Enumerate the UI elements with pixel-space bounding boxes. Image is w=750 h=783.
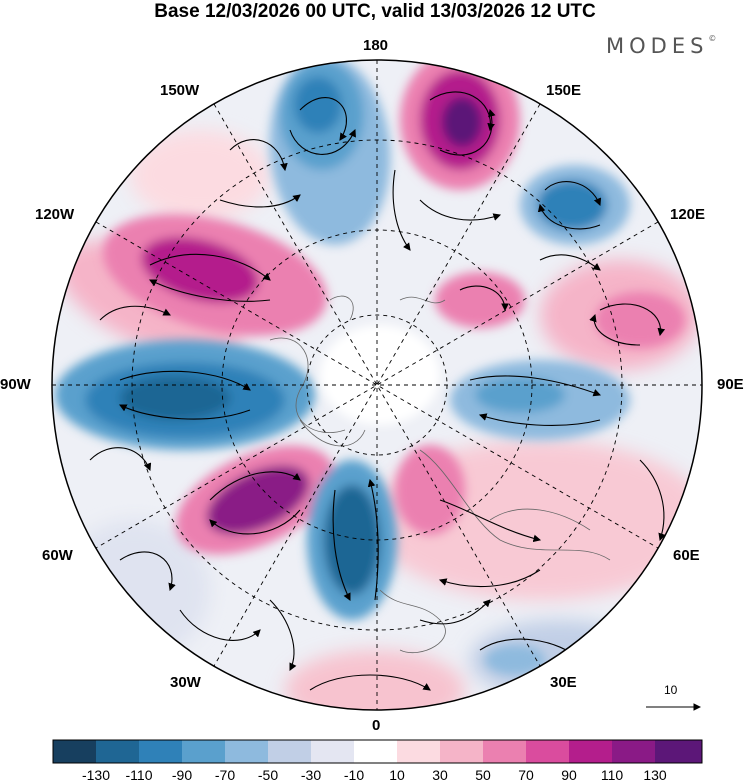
colorbar-tick: 90 (561, 767, 577, 783)
colorbar-tick: -130 (81, 767, 111, 783)
colorbar-swatch (526, 740, 569, 763)
modes-logo: MODES© (606, 34, 717, 58)
colorbar-swatch (96, 740, 139, 763)
colorbar-tick: -30 (300, 767, 322, 783)
map-title: Base 12/03/2026 00 UTC, valid 13/03/2026… (154, 1, 596, 22)
coastlines (269, 295, 611, 654)
lon-label-90e: 90E (717, 376, 744, 393)
colorbar-swatch (139, 740, 182, 763)
colorbar-swatch (182, 740, 225, 763)
graticule (52, 60, 702, 710)
lon-label-60w: 60W (42, 547, 73, 564)
reference-vector-label: 10 (664, 683, 678, 697)
colorbar-swatch (397, 740, 440, 763)
colorbar-tick: -110 (125, 767, 153, 783)
lon-label-0: 0 (372, 717, 381, 734)
colorbar-tick: -90 (171, 767, 193, 783)
colorbar-swatch (311, 740, 354, 763)
colorbar-swatch (655, 740, 702, 763)
colorbar-swatch (569, 740, 612, 763)
lon-label-120w: 120W (35, 206, 75, 223)
colorbar-tick: 30 (432, 767, 448, 783)
colorbar-tick: 50 (475, 767, 491, 783)
colorbar-swatch (483, 740, 526, 763)
colorbar (52, 739, 703, 764)
colorbar-tick: 10 (389, 767, 405, 783)
lon-label-180: 180 (363, 37, 389, 54)
lon-label-30w: 30W (170, 674, 201, 691)
colorbar-swatch (225, 740, 268, 763)
lon-label-30e: 30E (550, 674, 577, 691)
colorbar-swatch (612, 740, 655, 763)
colorbar-tick: -10 (343, 767, 365, 783)
map-boundary (51, 59, 703, 711)
lon-label-60e: 60E (673, 547, 700, 564)
colorbar-swatch (268, 740, 311, 763)
colorbar-tick: 110 (600, 767, 624, 783)
colorbar-tick: 130 (643, 767, 667, 783)
colorbar-tick: -70 (214, 767, 236, 783)
lon-label-90w: 90W (0, 376, 31, 393)
colorbar-swatch (354, 740, 397, 763)
colorbar-swatch (53, 740, 96, 763)
streamlines (89, 91, 666, 691)
colorbar-tick: -50 (257, 767, 279, 783)
colorbar-tick: 70 (518, 767, 534, 783)
lon-label-150e: 150E (546, 82, 582, 99)
colorbar-swatch (440, 740, 483, 763)
lon-label-120e: 120E (670, 206, 706, 223)
field-layer (52, 60, 702, 710)
lon-label-150w: 150W (160, 82, 200, 99)
